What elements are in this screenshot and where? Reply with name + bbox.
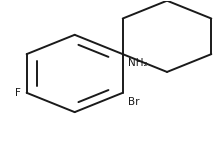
Text: NH₂: NH₂	[128, 58, 148, 68]
Text: F: F	[15, 88, 21, 98]
Text: Br: Br	[128, 97, 140, 107]
